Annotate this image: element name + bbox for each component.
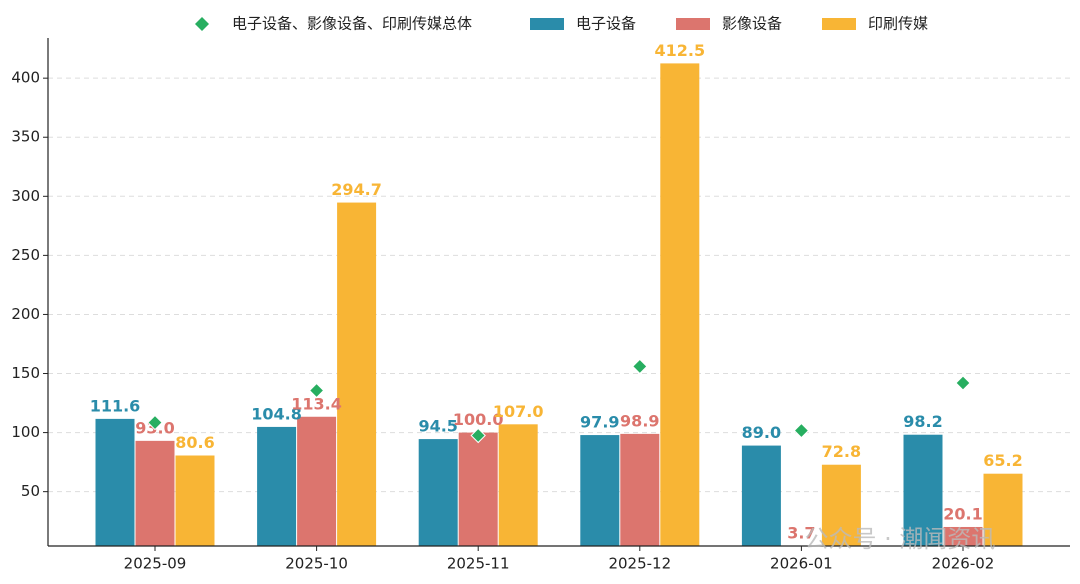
y-tick-label: 100 <box>11 423 40 441</box>
value-label: 107.0 <box>493 402 544 421</box>
x-tick-label: 2026-01 <box>770 555 833 573</box>
legend-label: 影像设备 <box>722 15 782 33</box>
value-label: 72.8 <box>822 442 861 461</box>
total-marker <box>308 382 325 399</box>
value-label: 94.5 <box>418 417 457 436</box>
y-tick-label: 200 <box>11 305 40 323</box>
bar <box>943 526 983 546</box>
bar <box>337 202 377 546</box>
bar <box>580 435 620 546</box>
total-marker <box>793 422 810 439</box>
legend-swatch <box>530 18 564 30</box>
bar <box>95 418 135 546</box>
value-label: 97.9 <box>580 413 619 432</box>
x-tick-label: 2025-12 <box>608 555 671 573</box>
value-label: 65.2 <box>983 451 1022 470</box>
x-tick-label: 2025-11 <box>447 555 510 573</box>
y-tick-label: 150 <box>11 364 40 382</box>
bar <box>135 440 175 546</box>
legend-label: 电子设备、影像设备、印刷传媒总体 <box>232 15 472 33</box>
x-tick-label: 2026-02 <box>932 555 995 573</box>
legend-swatch <box>676 18 710 30</box>
y-tick-label: 300 <box>11 187 40 205</box>
value-label: 111.6 <box>90 396 141 415</box>
total-marker <box>470 427 486 444</box>
bar <box>458 432 498 546</box>
bar <box>498 424 538 546</box>
bar <box>175 455 215 546</box>
x-tick-label: 2025-09 <box>124 555 187 573</box>
value-label: 100.0 <box>453 410 504 429</box>
value-label: 80.6 <box>175 433 214 452</box>
value-label: 104.8 <box>251 404 302 423</box>
bar <box>660 63 700 546</box>
legend-label: 印刷传媒 <box>868 15 928 33</box>
value-label: 412.5 <box>654 41 705 60</box>
value-label: 98.9 <box>620 411 659 430</box>
legend-swatch <box>822 18 856 30</box>
total-marker <box>955 375 971 391</box>
legend-label: 电子设备 <box>576 15 636 33</box>
bar <box>821 464 861 546</box>
value-label: 20.1 <box>943 504 982 523</box>
x-tick-label: 2025-10 <box>285 555 348 573</box>
bar <box>741 445 781 546</box>
y-tick-label: 250 <box>11 246 40 264</box>
watermark: 公众号 · 潮闻资讯 <box>805 525 996 553</box>
y-tick-label: 50 <box>21 482 40 500</box>
total-marker <box>632 358 648 375</box>
bar <box>418 439 458 546</box>
value-label: 98.2 <box>903 412 942 431</box>
bar <box>297 416 337 546</box>
bar <box>257 426 297 546</box>
total-marker <box>147 414 163 431</box>
legend-marker <box>195 17 209 31</box>
bar <box>983 473 1023 546</box>
bar <box>903 434 943 546</box>
value-label: 113.4 <box>291 394 342 413</box>
bar <box>620 433 660 546</box>
y-tick-label: 400 <box>11 69 40 87</box>
value-label: 3.7 <box>787 524 815 543</box>
y-tick-label: 350 <box>11 128 40 146</box>
value-label: 89.0 <box>742 423 781 442</box>
value-label: 294.7 <box>331 180 382 199</box>
